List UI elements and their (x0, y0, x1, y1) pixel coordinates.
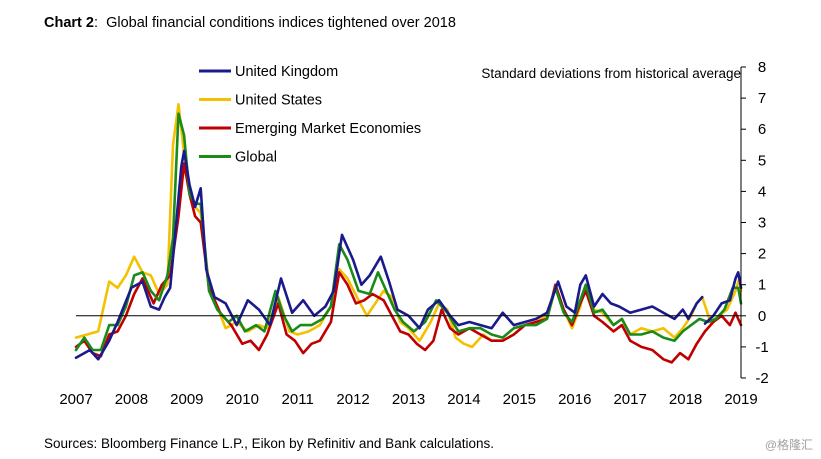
x-tick-label: 2009 (170, 391, 203, 408)
y-tick-label: 7 (758, 90, 766, 107)
chart-title-prefix: Chart 2 (44, 15, 94, 31)
x-tick-label: 2013 (392, 391, 425, 408)
y-tick-label: 2 (758, 246, 766, 263)
legend-label-united-states: United States (235, 93, 322, 109)
series-layer (74, 103, 743, 364)
x-tick-label: 2019 (724, 391, 757, 408)
x-tick-label: 2007 (59, 391, 92, 408)
y-tick-label: 1 (758, 277, 766, 294)
legend: United Kingdom United States Emerging Mark… (199, 64, 421, 166)
legend-label-emerging-market-economies: Emerging Market Economies (235, 121, 421, 137)
x-tick-label: 2016 (558, 391, 591, 408)
legend-label-united-kingdom: United Kingdom (235, 64, 338, 80)
y-tick-label: 3 (758, 215, 766, 232)
x-tick-label: 2008 (115, 391, 148, 408)
y-axis-ticks: 8 7 6 5 4 3 2 1 0 -1 -2 (741, 59, 769, 387)
watermark: @格隆汇 (764, 438, 813, 452)
series-line-global (74, 112, 743, 352)
x-tick-label: 2017 (613, 391, 646, 408)
legend-label-global: Global (235, 150, 277, 166)
x-tick-label: 2015 (503, 391, 536, 408)
y-tick-label: -2 (755, 370, 768, 387)
x-tick-label: 2011 (282, 391, 314, 408)
x-tick-label: 2010 (226, 391, 259, 408)
x-axis-ticks: 2007 2008 2009 2010 2011 2012 2013 2014 2015 2016… (59, 391, 757, 408)
x-tick-label: 2018 (669, 391, 702, 408)
y-tick-label: -1 (755, 339, 768, 356)
y-tick-label: 6 (758, 121, 766, 138)
y-tick-label: 0 (758, 308, 766, 325)
series-line-united-kingdom (74, 149, 704, 361)
x-tick-label: 2014 (447, 391, 480, 408)
x-tick-label: 2012 (336, 391, 369, 408)
source-note: Sources: Bloomberg Finance L.P., Eikon b… (44, 436, 494, 451)
y-tick-label: 4 (758, 183, 766, 200)
chart-title: Chart 2: Global financial conditions ind… (44, 15, 456, 31)
y-tick-label: 5 (758, 152, 766, 169)
chart-title-text: Global financial conditions indices tigh… (106, 15, 456, 31)
y-tick-label: 8 (758, 59, 766, 76)
series-line-emerging-market-economies (74, 162, 743, 364)
y-axis-unit-label: Standard deviations from historical aver… (481, 66, 741, 81)
